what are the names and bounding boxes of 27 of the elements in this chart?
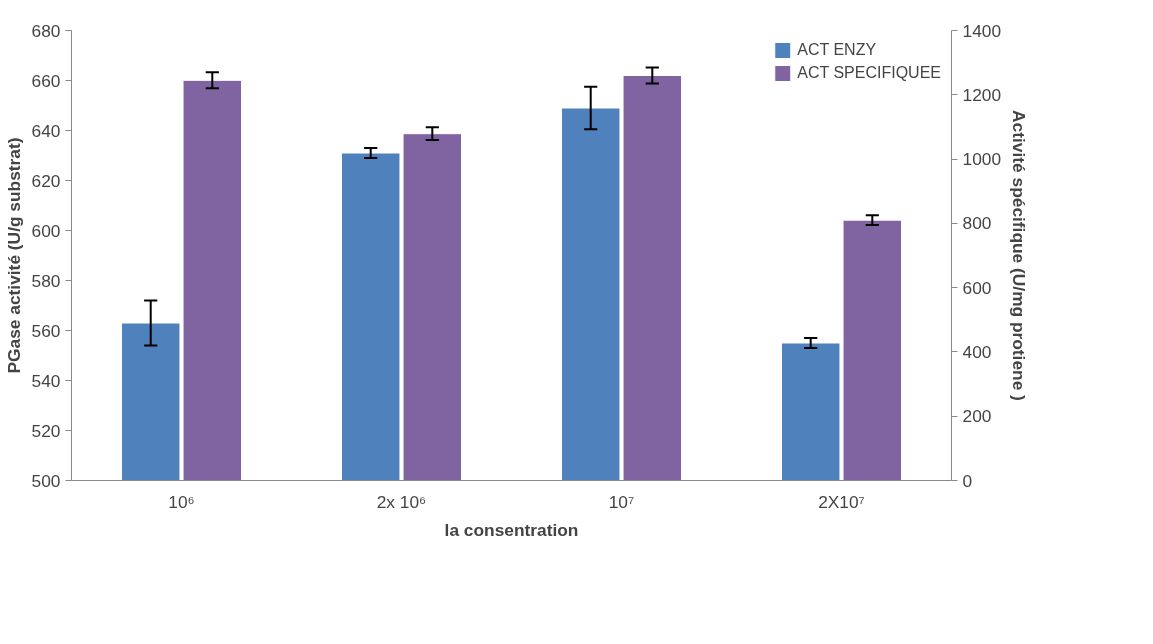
x-tick-label: 2x 10⁶ [376, 491, 427, 512]
y-tick-label: 620 [31, 170, 61, 191]
y2-tick-label: 1400 [962, 20, 1002, 41]
y-tick-label: 540 [31, 370, 61, 391]
y-tick-label: 580 [31, 270, 61, 291]
y-tick-label: 680 [31, 20, 61, 41]
y2-tick-label: 200 [962, 406, 992, 427]
legend-label: ACT ENZY [797, 41, 877, 59]
x-tick-label: 2X10⁷ [818, 491, 865, 512]
x-axis-title: la consentration [444, 519, 579, 540]
y-tick-label: 560 [31, 320, 61, 341]
legend-label: ACT SPECIFIQUEE [797, 64, 941, 82]
y-tick-label: 660 [31, 70, 61, 91]
y-tick-label: 520 [31, 420, 61, 441]
y2-axis-title: Activité spécifique (U/mg protiene ) [1009, 110, 1030, 401]
y2-tick-label: 400 [962, 341, 992, 362]
x-tick-label: 10⁷ [608, 491, 635, 512]
y2-tick-label: 600 [962, 277, 992, 298]
y2-tick-label: 0 [962, 470, 973, 491]
y-axis-title: PGase activité (U/g substrat) [3, 137, 24, 374]
y-tick-label: 600 [31, 220, 61, 241]
y-tick-label: 500 [31, 470, 61, 491]
y2-tick-label: 1200 [962, 84, 1002, 105]
y-tick-label: 640 [31, 120, 61, 141]
y2-tick-label: 1000 [962, 149, 1002, 170]
x-tick-label: 10⁶ [168, 491, 195, 512]
y2-tick-label: 800 [962, 213, 992, 234]
